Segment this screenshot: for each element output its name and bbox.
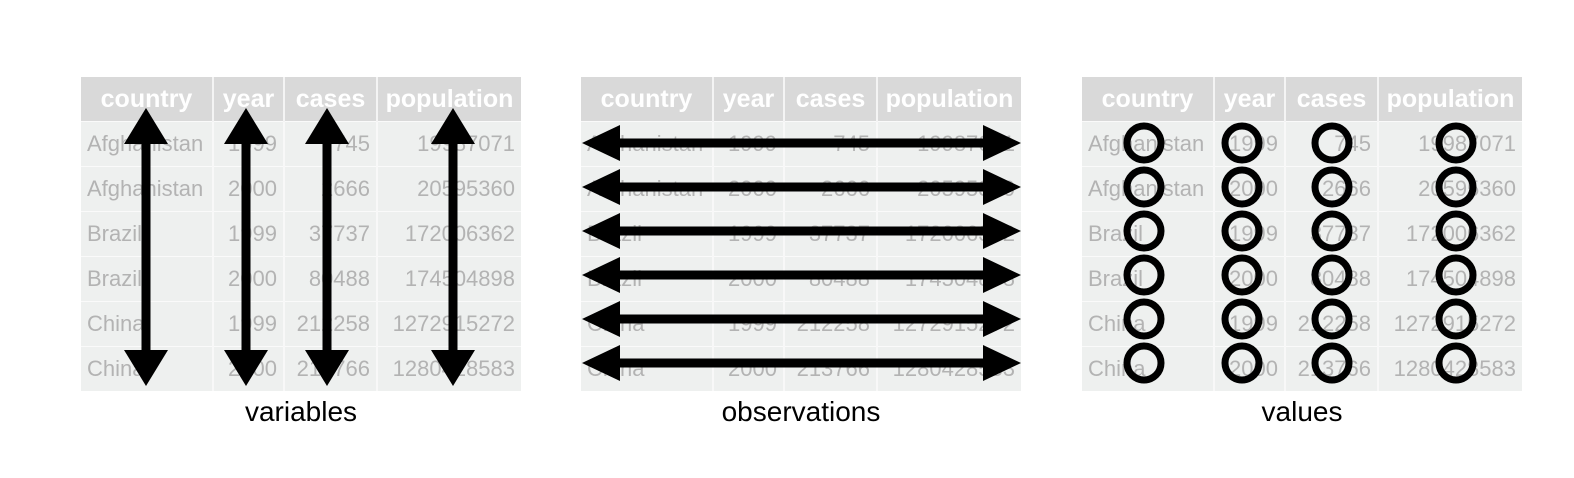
header-row: country year cases population xyxy=(581,77,1021,122)
value-circle xyxy=(1123,254,1165,296)
variable-arrow-cases xyxy=(305,108,349,386)
variable-arrow-country xyxy=(124,108,168,386)
table-cell: 2666 xyxy=(1285,166,1379,212)
value-circle xyxy=(1123,166,1165,208)
value-circle xyxy=(1221,298,1263,340)
observation-arrow xyxy=(582,345,1021,381)
table-cell: 1999 xyxy=(713,301,785,347)
column-header-population: population xyxy=(1378,77,1522,122)
table-cell: 213766 xyxy=(1285,346,1379,391)
variable-arrow-population xyxy=(431,108,475,386)
value-circle xyxy=(1435,166,1477,208)
value-circle xyxy=(1311,298,1353,340)
column-header-cases: cases xyxy=(284,77,378,122)
column-header-population: population xyxy=(377,77,521,122)
variables-marks xyxy=(124,108,475,386)
value-circle xyxy=(1123,210,1165,252)
value-circle xyxy=(1311,166,1353,208)
value-circle xyxy=(1435,210,1477,252)
value-circle xyxy=(1435,122,1477,164)
value-circle xyxy=(1221,210,1263,252)
observations-marks xyxy=(582,125,1021,381)
value-circle xyxy=(1123,298,1165,340)
value-circle xyxy=(1435,342,1477,384)
table-cell: Brazil xyxy=(1082,256,1215,302)
value-circle xyxy=(1221,342,1263,384)
values-panel: country year cases population Afghanistan 199… xyxy=(1082,0,1522,478)
table-cell: 37737 xyxy=(1285,211,1379,257)
value-circle xyxy=(1435,254,1477,296)
header-row: country year cases population xyxy=(1082,77,1522,122)
column-header-country: country xyxy=(1082,77,1215,122)
observations-panel: countryyearcasespopulationAfghanistan199… xyxy=(581,0,1021,478)
observation-arrow xyxy=(582,257,1021,293)
value-circle xyxy=(1123,122,1165,164)
table-cell: 80488 xyxy=(284,256,378,302)
column-header-country: country xyxy=(581,77,714,122)
column-header-cases: cases xyxy=(1285,77,1379,122)
observation-arrow xyxy=(582,125,1021,161)
table-cell: 1272915272 xyxy=(1378,301,1522,347)
observation-arrow xyxy=(582,301,1021,337)
observations-caption: observations xyxy=(721,396,881,427)
value-circle xyxy=(1435,298,1477,340)
value-circle xyxy=(1311,254,1353,296)
value-circle xyxy=(1311,122,1353,164)
column-header-cases: cases xyxy=(784,77,878,122)
value-circle xyxy=(1221,166,1263,208)
value-circle xyxy=(1311,210,1353,252)
column-header-year: year xyxy=(1214,77,1286,122)
column-header-year: year xyxy=(713,77,785,122)
column-header-population: population xyxy=(877,77,1021,122)
observation-arrow xyxy=(582,213,1021,249)
observation-arrow xyxy=(582,169,1021,205)
value-circle xyxy=(1221,122,1263,164)
variables-caption: variables xyxy=(244,396,358,427)
variable-arrow-year xyxy=(224,108,268,386)
values-caption: values xyxy=(1261,396,1343,427)
value-circle xyxy=(1123,342,1165,384)
table-cell: 212258 xyxy=(1285,301,1379,347)
value-circle xyxy=(1221,254,1263,296)
values-marks xyxy=(1123,122,1477,384)
table-cell: 213766 xyxy=(784,346,878,391)
table-cell: China xyxy=(1082,346,1215,391)
variables-panel: countryyearcasespopulationAfghanistan199… xyxy=(81,0,521,478)
value-circle xyxy=(1311,342,1353,384)
